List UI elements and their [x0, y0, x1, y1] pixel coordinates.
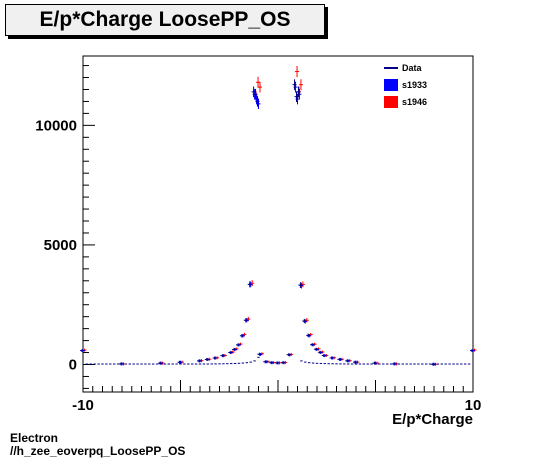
data-point — [294, 91, 299, 102]
data-point — [236, 343, 240, 347]
data-point — [243, 318, 248, 323]
data-point — [232, 347, 237, 351]
x-tick-label: -10 — [72, 397, 94, 414]
data-point — [321, 354, 326, 358]
data-point — [258, 81, 262, 93]
y-tick-label: 10000 — [35, 117, 77, 134]
legend: Data s1933 s1946 — [384, 63, 427, 108]
chart-title: E/p*Charge LoosePP_OS — [39, 8, 291, 31]
title-box: E/p*Charge LoosePP_OS — [5, 4, 325, 36]
y-tick-label: 0 — [69, 356, 77, 373]
data-point — [247, 281, 252, 288]
legend-item-s1946: s1946 — [384, 96, 427, 108]
data-point — [256, 76, 261, 88]
data-point — [353, 360, 357, 364]
data-point — [302, 318, 307, 324]
data-point — [269, 361, 274, 365]
data-point — [197, 359, 201, 363]
data-point — [257, 352, 262, 356]
legend-item-data: Data — [384, 63, 423, 73]
legend-label: s1933 — [402, 80, 427, 90]
baseline-trace — [85, 356, 471, 365]
legend-label: Data — [402, 63, 423, 73]
data-point — [286, 353, 291, 357]
legend-label: s1946 — [402, 97, 427, 107]
plot-area: 0 5000 10000 -10 10E/p*Charge Data s1933 s1946 — [35, 55, 482, 428]
data-point — [296, 86, 301, 98]
axes: 0 5000 10000 -10 10E/p*Charge — [35, 55, 482, 428]
data-point — [337, 357, 342, 361]
data-point — [314, 347, 318, 351]
series-data — [80, 79, 474, 366]
data-point — [329, 356, 334, 360]
footer-line-2: //h_zee_eoverpq_LoosePP_OS — [10, 444, 186, 458]
data-point — [292, 79, 297, 91]
data-point — [177, 360, 182, 364]
data-point — [275, 361, 279, 365]
y-tick-label: 5000 — [44, 237, 77, 254]
data-point — [345, 359, 350, 363]
data-point — [298, 79, 303, 91]
data-point — [251, 86, 256, 98]
series-s1946 — [82, 66, 477, 366]
legend-swatch-s1946 — [384, 96, 398, 108]
data-point — [298, 282, 303, 288]
legend-item-s1933: s1933 — [384, 79, 427, 91]
data-point — [80, 349, 84, 353]
data-marks — [80, 66, 477, 366]
data-point — [239, 334, 244, 338]
footer: Electron //h_zee_eoverpq_LoosePP_OS — [10, 432, 185, 458]
data-point — [228, 351, 233, 355]
x-axis-title: E/p*Charge — [392, 411, 473, 428]
data-point — [310, 343, 315, 347]
data-point — [280, 361, 285, 365]
data-point — [317, 350, 322, 354]
data-point — [220, 354, 225, 358]
data-point — [255, 96, 260, 107]
data-point — [470, 349, 474, 353]
data-point — [212, 356, 217, 360]
data-point — [263, 360, 268, 364]
data-point — [306, 333, 311, 338]
footer-line-1: Electron — [10, 431, 59, 445]
data-point — [204, 357, 209, 361]
series-s1933 — [81, 81, 475, 366]
legend-swatch-s1933 — [384, 79, 398, 91]
x-tick-label: 10 — [465, 397, 482, 414]
data-point — [295, 66, 300, 78]
data-point — [253, 88, 258, 100]
